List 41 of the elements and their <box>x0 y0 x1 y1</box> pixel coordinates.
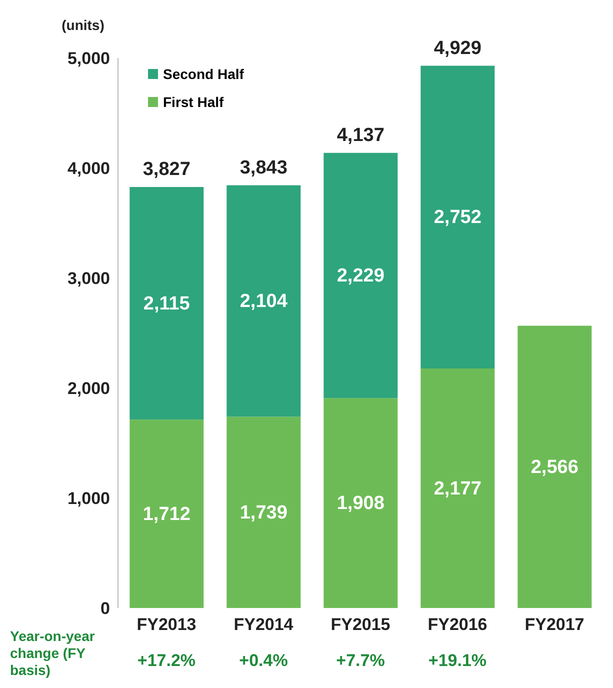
y-axis-title: (units) <box>62 17 104 33</box>
data-label: 1,712 <box>142 504 190 525</box>
x-tick-label: FY2013 <box>136 615 196 634</box>
total-label: 4,929 <box>434 38 482 59</box>
text: +0.4% <box>239 651 288 670</box>
bar <box>324 152 398 398</box>
bar <box>324 398 398 608</box>
bar <box>518 326 592 608</box>
text: +19.1% <box>428 651 487 670</box>
x-tick-label: FY2014 <box>234 615 294 634</box>
text: Year-on-year change (FY basis) <box>10 628 96 679</box>
bar <box>420 66 495 369</box>
data-label: 2,177 <box>434 478 482 500</box>
text: +17.2% <box>137 651 196 670</box>
bar <box>226 416 301 608</box>
bar <box>226 185 301 417</box>
data-label: 2,566 <box>530 456 578 478</box>
bar <box>420 368 495 608</box>
x-tick-label: FY2017 <box>524 615 584 634</box>
data-label: 1,739 <box>240 502 288 524</box>
y-tick-label: 1,000 <box>67 489 110 508</box>
y-tick-label: 2,000 <box>67 379 110 398</box>
total-label: 4,137 <box>336 124 384 146</box>
total-label: 3,827 <box>142 159 190 180</box>
data-label: 2,115 <box>143 293 190 314</box>
y-tick-label: 5,000 <box>67 49 110 68</box>
data-label: 2,229 <box>336 266 384 287</box>
data-label: 2,752 <box>434 207 482 228</box>
y-tick-label: 3,000 <box>67 269 110 288</box>
y-tick-label: 0 <box>100 599 110 618</box>
bar <box>130 420 204 608</box>
legend-label: Second Half <box>163 66 244 82</box>
data-label: 2,104 <box>240 290 288 312</box>
x-tick-label: FY2015 <box>330 615 390 634</box>
text: +7.7% <box>336 651 385 670</box>
legend-label: First Half <box>163 94 224 110</box>
total-label: 3,843 <box>240 157 288 178</box>
data-label: 1,908 <box>336 493 384 514</box>
bar <box>130 187 204 420</box>
x-tick-label: FY2016 <box>428 615 488 634</box>
y-tick-label: 4,000 <box>67 159 110 178</box>
